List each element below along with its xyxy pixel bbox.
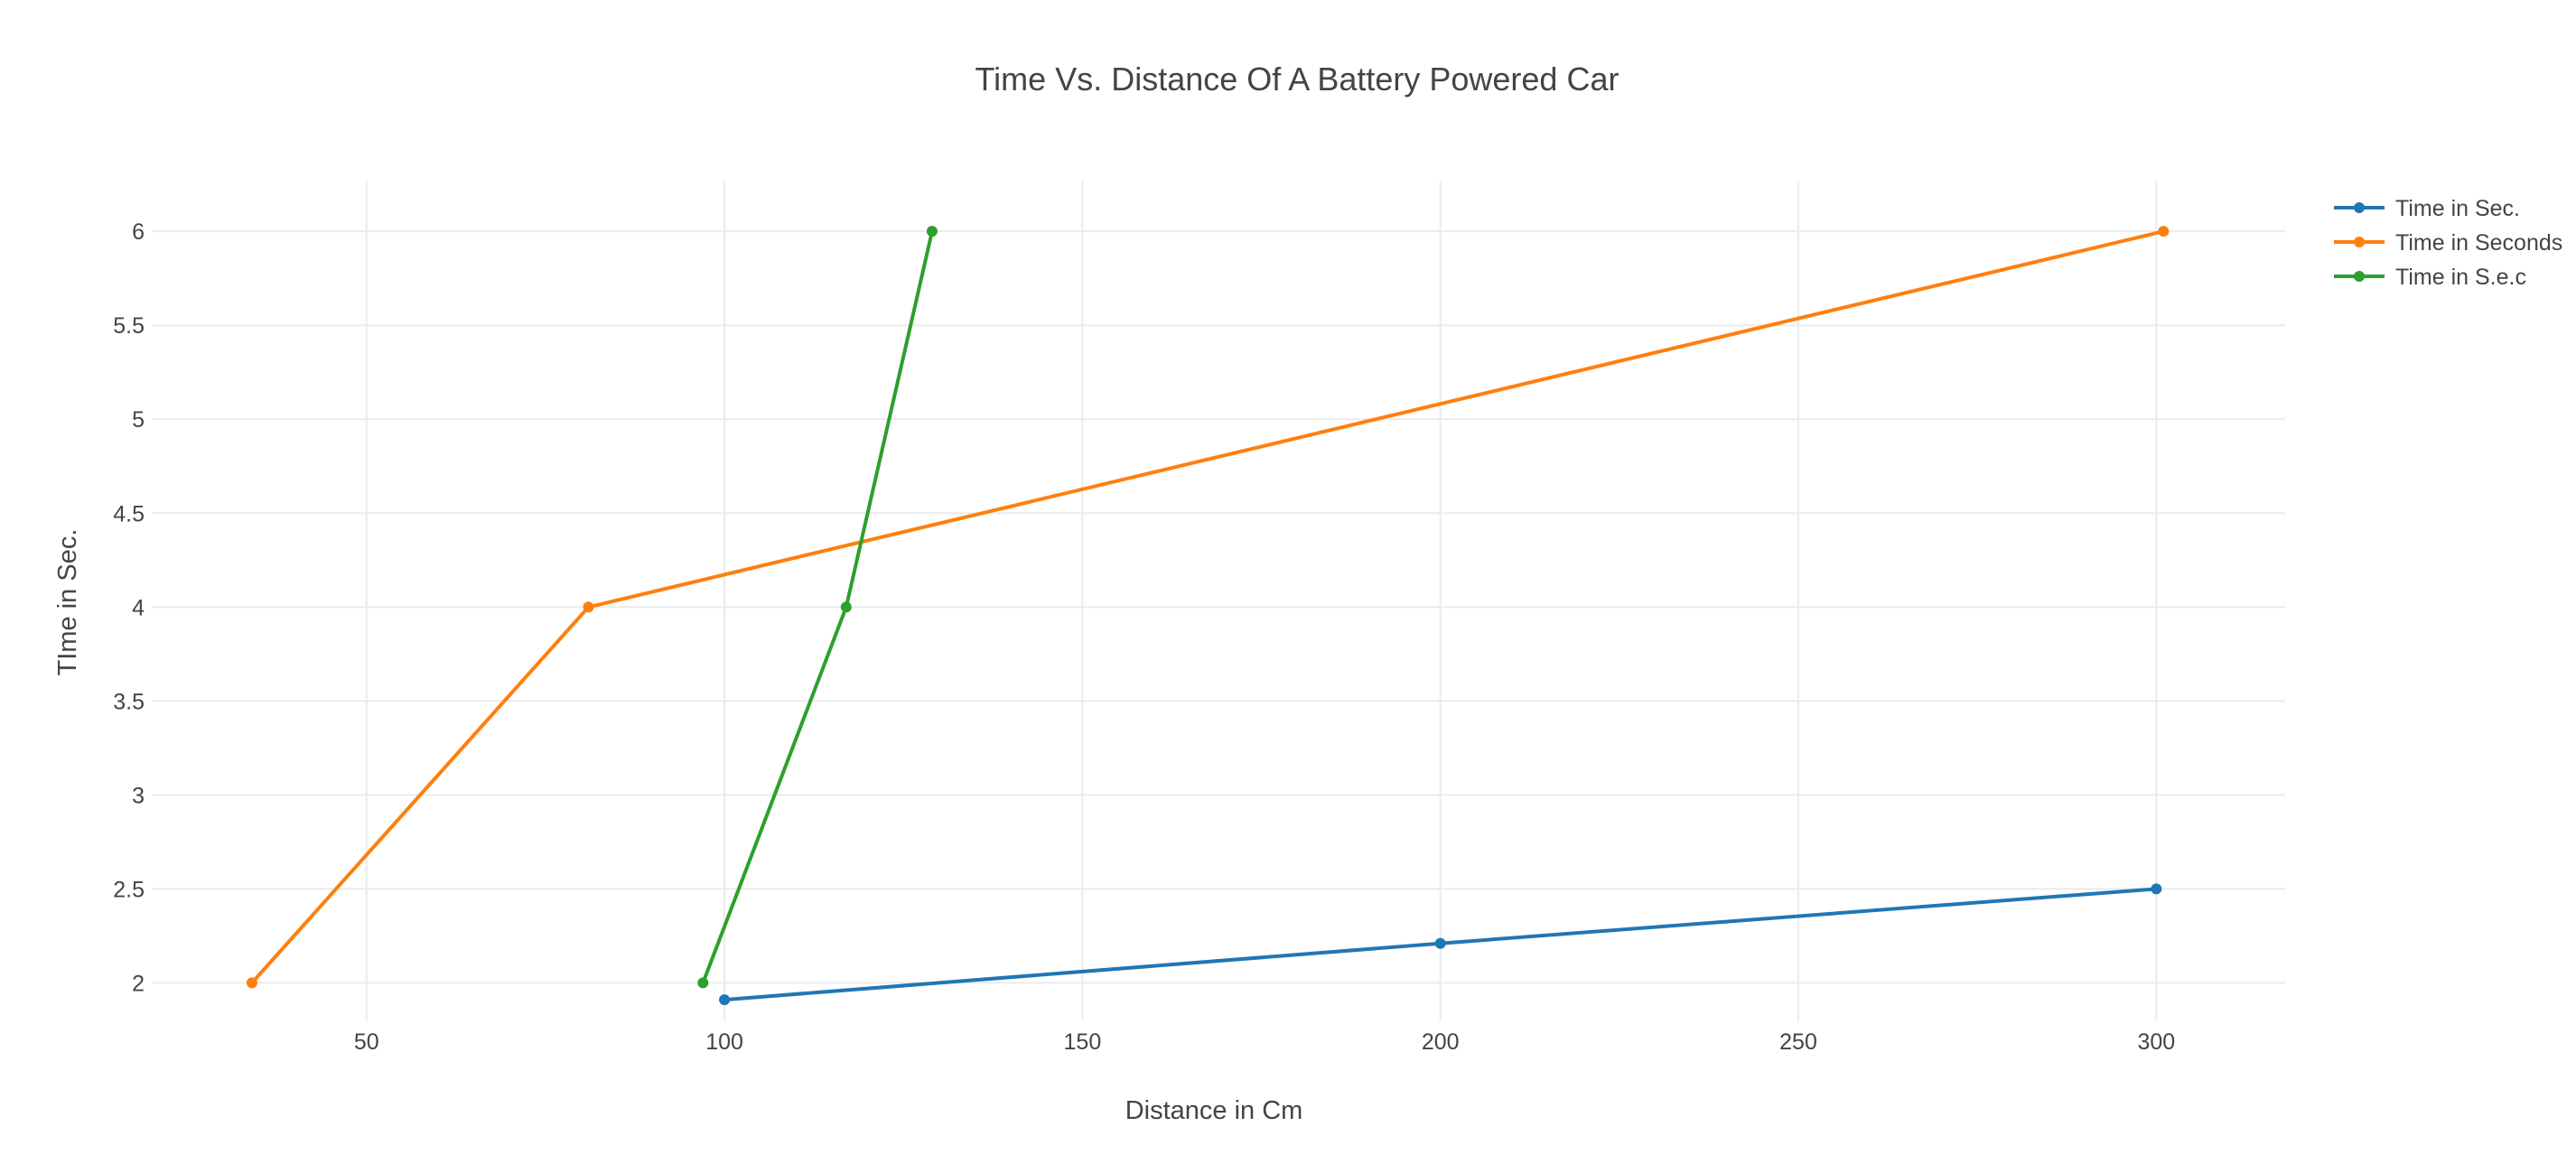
x-tick-label: 100 [705, 1029, 743, 1055]
y-tick-label: 5 [132, 407, 145, 433]
y-tick-label: 4.5 [113, 501, 145, 526]
legend-label: Time in Seconds [2395, 230, 2562, 256]
y-axis-title: TIme in Sec. [53, 529, 82, 676]
series-2 [246, 226, 2170, 989]
data-point[interactable] [583, 601, 594, 613]
grid-lines [152, 181, 2285, 1020]
data-point[interactable] [926, 226, 938, 237]
legend-item[interactable]: Time in Seconds [2334, 230, 2562, 256]
series-1 [719, 883, 2162, 1006]
y-tick-label: 4 [132, 595, 145, 620]
x-axis-title: Distance in Cm [1125, 1096, 1303, 1125]
data-point[interactable] [719, 994, 731, 1006]
y-tick-label: 6 [132, 219, 145, 245]
tick-labels: 50 100 150 200 250 300 2 2.5 3 3.5 4 4.5 5 5.5 6 [113, 219, 2175, 1055]
legend-label: Time in Sec. [2395, 196, 2520, 221]
y-tick-label: 5.5 [113, 313, 145, 339]
x-tick-label: 50 [354, 1029, 379, 1055]
series-lines [246, 226, 2170, 1006]
y-tick-label: 3 [132, 783, 145, 808]
legend-item[interactable]: Time in Sec. [2334, 196, 2520, 221]
data-point[interactable] [1434, 937, 1446, 949]
data-point[interactable] [2151, 883, 2162, 895]
x-tick-label: 150 [1064, 1029, 1102, 1055]
x-tick-label: 200 [1422, 1029, 1460, 1055]
legend-swatch-marker [2354, 237, 2365, 247]
data-point[interactable] [697, 977, 709, 989]
data-point[interactable] [246, 977, 257, 989]
y-tick-label: 2.5 [113, 877, 145, 902]
legend-item[interactable]: Time in S.e.c [2334, 265, 2526, 290]
series-3 [697, 226, 938, 989]
chart-title: Time Vs. Distance Of A Battery Powered C… [975, 61, 1619, 98]
y-tick-label: 3.5 [113, 689, 145, 714]
y-tick-label: 2 [132, 971, 145, 996]
legend[interactable]: Time in Sec. Time in Seconds Time in S.e.c [2334, 196, 2562, 290]
legend-label: Time in S.e.c [2395, 265, 2526, 290]
legend-swatch-marker [2354, 271, 2365, 282]
data-point[interactable] [840, 601, 852, 613]
data-point[interactable] [2158, 226, 2170, 237]
x-tick-label: 300 [2137, 1029, 2175, 1055]
legend-swatch-marker [2354, 202, 2365, 213]
x-tick-label: 250 [1779, 1029, 1817, 1055]
